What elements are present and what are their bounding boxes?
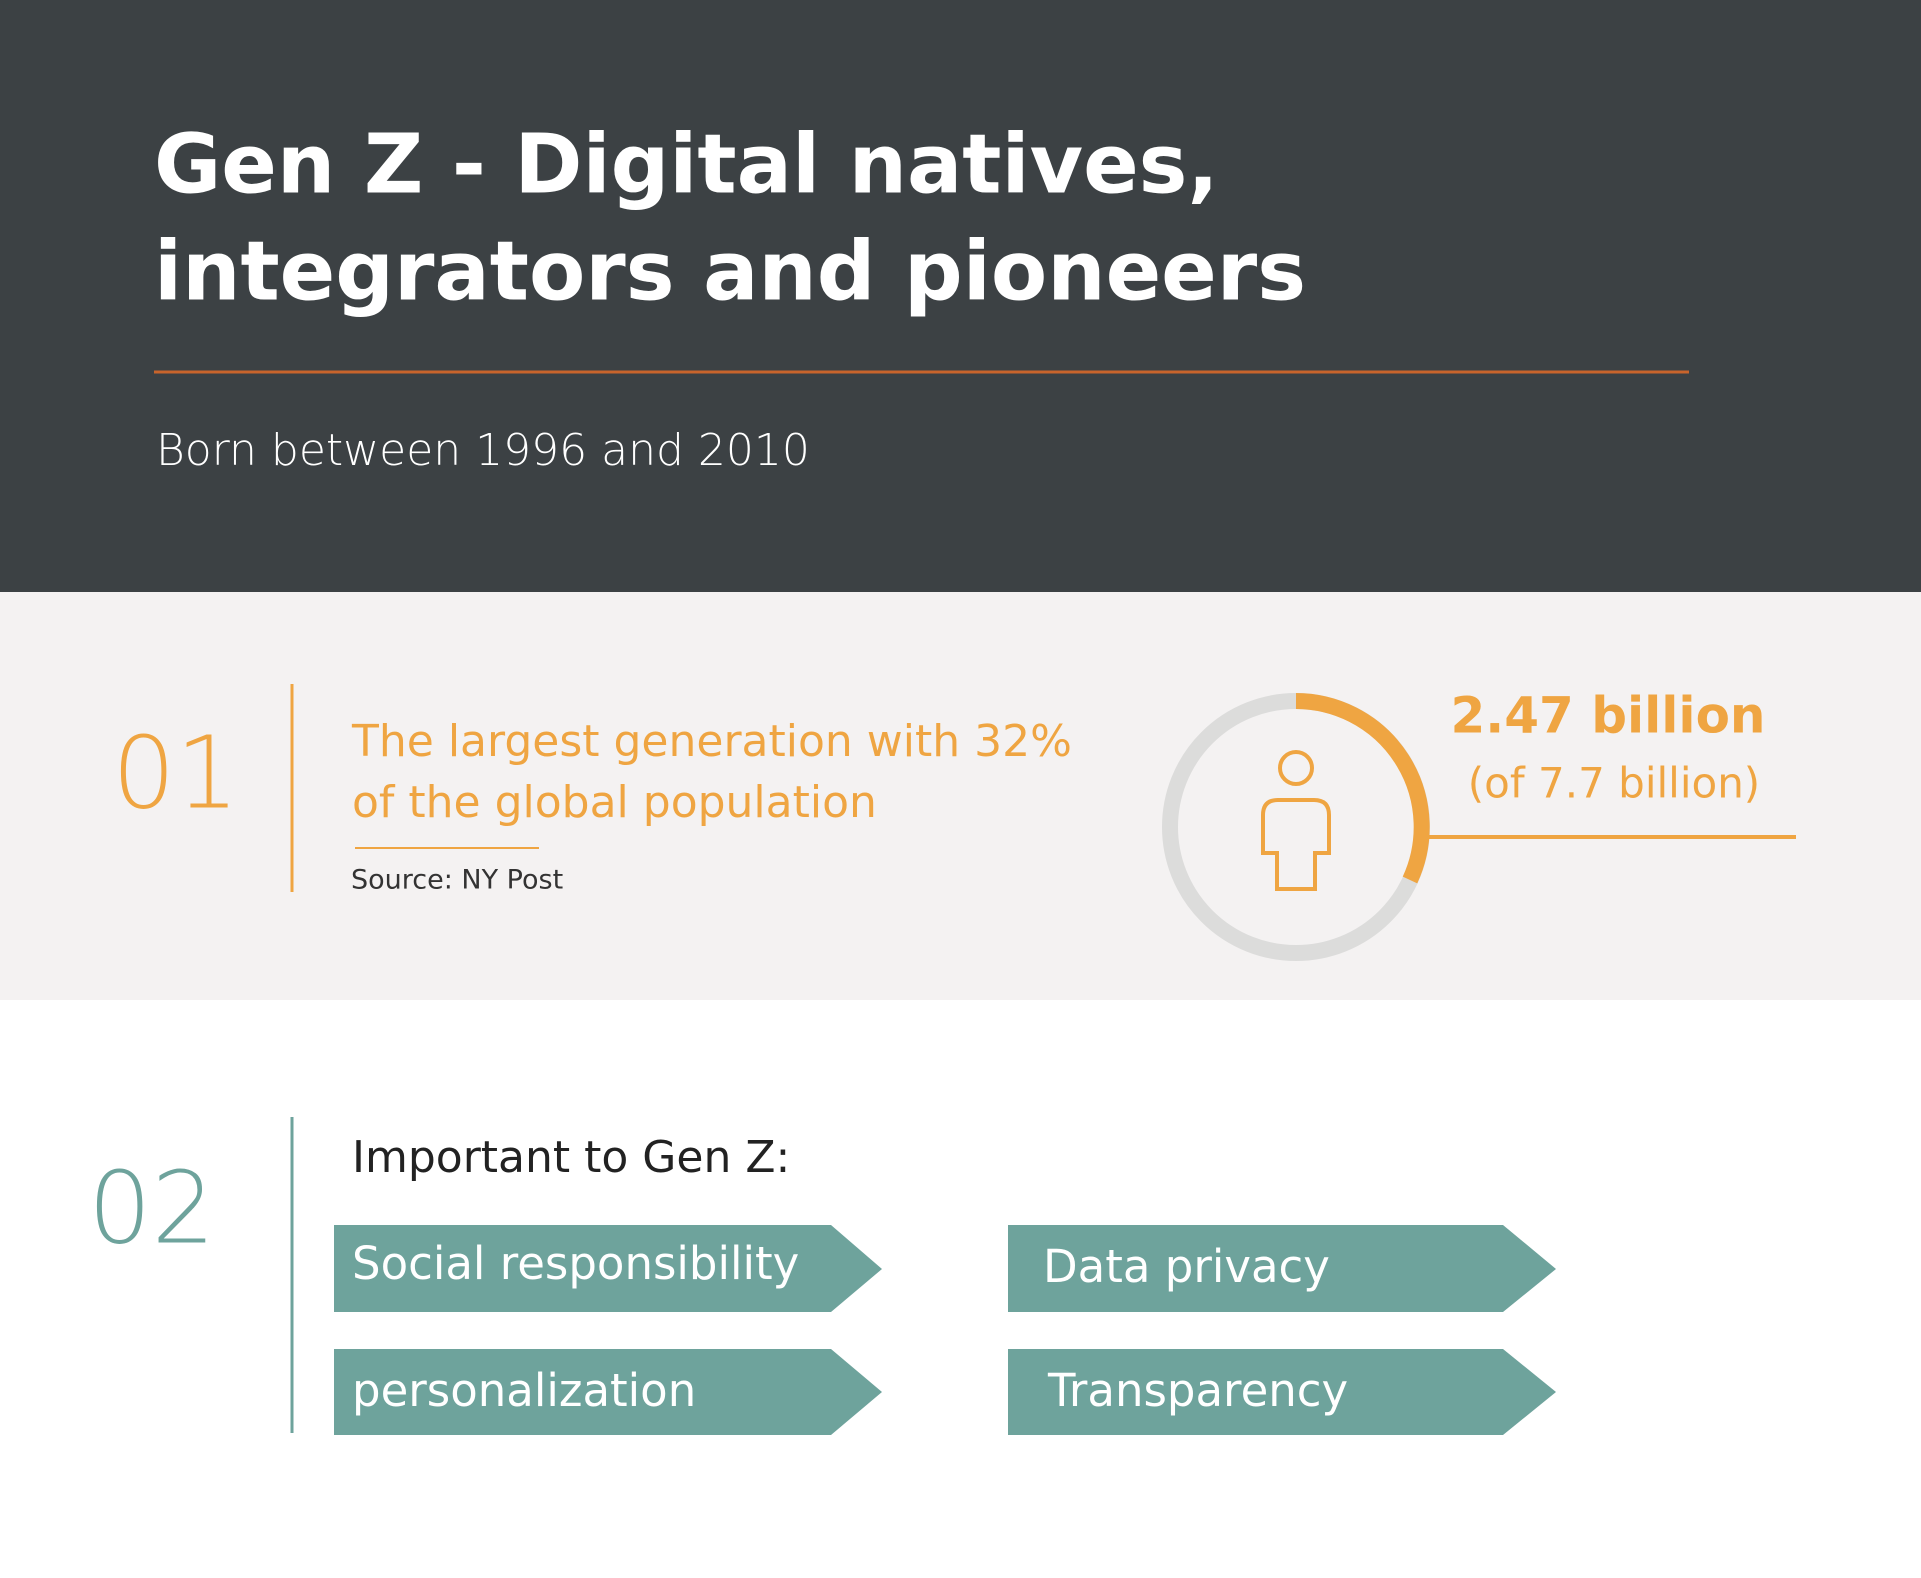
source: Source: NY Post	[351, 865, 563, 896]
section-text: The largest generation with 32%	[351, 716, 1072, 767]
item-arrow	[1008, 1349, 1556, 1435]
section-heading: Important to Gen Z:	[352, 1132, 790, 1183]
person-head	[1278, 750, 1314, 786]
section-number: 01	[112, 714, 239, 831]
item-label: Social responsibility	[352, 1237, 799, 1290]
item-label: personalization	[352, 1364, 696, 1417]
person-body	[1261, 798, 1331, 891]
item-arrow	[334, 1225, 882, 1312]
section-number: 02	[88, 1149, 215, 1266]
section-band	[0, 592, 1921, 1000]
subtitle: Born between 1996 and 2010	[156, 425, 810, 476]
title: integrators and pioneers	[154, 224, 1306, 319]
section-text: of the global population	[352, 777, 877, 828]
ring-arc	[1295, 693, 1430, 884]
stat: 2.47 billion	[1450, 687, 1765, 745]
item-arrow	[334, 1349, 882, 1435]
item-label: Data privacy	[1043, 1240, 1330, 1293]
stat-note: (of 7.7 billion)	[1468, 759, 1760, 808]
title: Gen Z - Digital natives,	[154, 117, 1219, 212]
item-arrow	[1008, 1225, 1556, 1312]
item-label: Transparency	[1047, 1364, 1348, 1417]
header-band	[0, 0, 1921, 592]
